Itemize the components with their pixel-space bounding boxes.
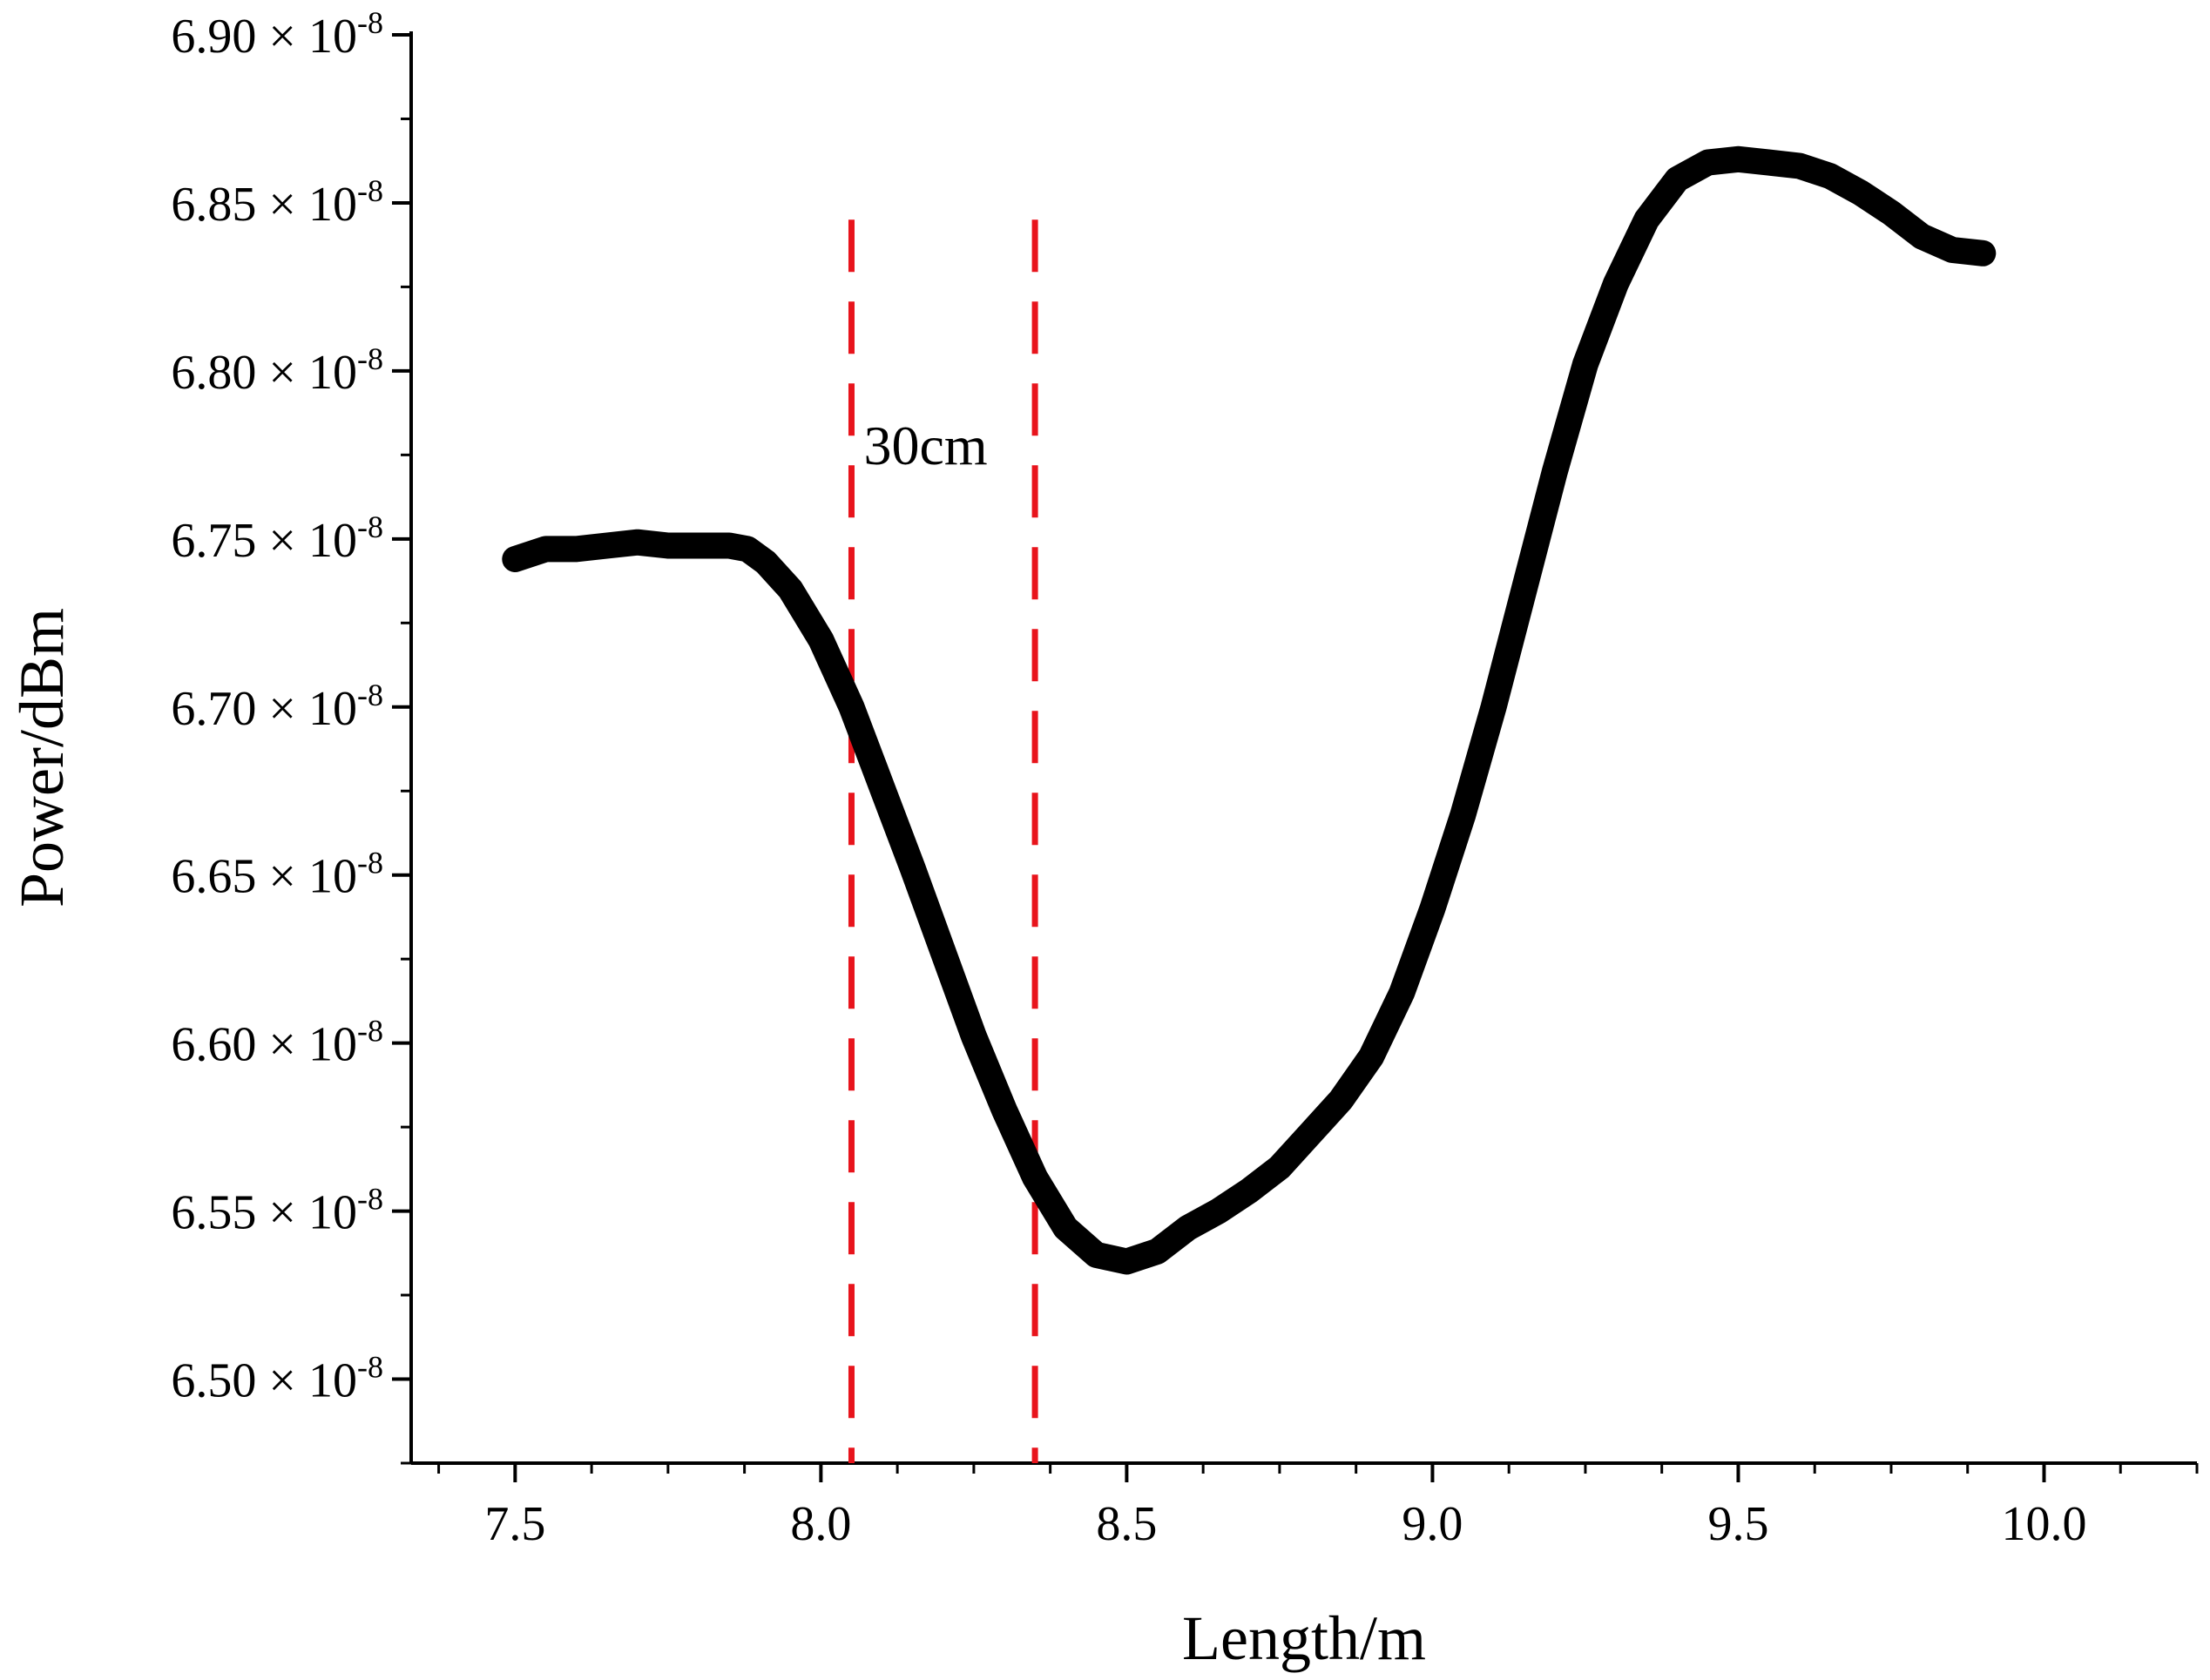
axes — [409, 31, 2197, 1465]
y-tick-label: 6.90 × 10-8 — [171, 5, 383, 64]
x-tick-label: 10.0 — [2001, 1497, 2086, 1551]
series-line — [502, 145, 1997, 1275]
marker-lines — [848, 219, 1038, 1463]
x-tick-label: 8.5 — [1096, 1497, 1157, 1551]
x-tick-label: 7.5 — [484, 1497, 545, 1551]
y-tick-label: 6.55 × 10-8 — [171, 1182, 383, 1240]
y-tick-label: 6.60 × 10-8 — [171, 1014, 383, 1072]
y-tick-label: 6.65 × 10-8 — [171, 846, 383, 904]
y-tick-label: 6.85 × 10-8 — [171, 173, 383, 232]
x-ticks: 7.5 8.0 8.5 9.0 9.5 10.0 — [437, 1463, 2199, 1551]
y-tick-label: 6.50 × 10-8 — [171, 1350, 383, 1408]
y-tick-label: 6.75 × 10-8 — [171, 509, 383, 568]
y-tick-label: 6.70 × 10-8 — [171, 678, 383, 736]
span-annotation: 30cm — [864, 415, 988, 476]
y-tick-label: 6.80 × 10-8 — [171, 341, 383, 400]
x-tick-label: 8.0 — [790, 1497, 851, 1551]
x-axis-title: Length/m — [1182, 1603, 1426, 1673]
x-tick-label: 9.0 — [1402, 1497, 1463, 1551]
y-axis-title: Power/dBm — [7, 608, 77, 907]
y-ticks: 6.50 × 10-8 6.55 × 10-8 6.60 × 10-8 6.65 × … — [171, 5, 411, 1465]
series-group — [502, 145, 1997, 1275]
x-tick-label: 9.5 — [1707, 1497, 1768, 1551]
